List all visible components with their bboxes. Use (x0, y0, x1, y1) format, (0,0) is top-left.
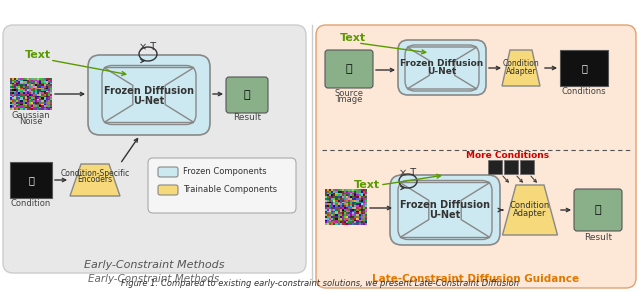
Polygon shape (104, 67, 194, 122)
FancyBboxPatch shape (88, 55, 210, 135)
FancyBboxPatch shape (574, 189, 622, 231)
Text: Figure 1: Compared to existing early-constraint solutions, we present Late-Const: Figure 1: Compared to existing early-con… (121, 279, 519, 288)
Bar (10, 162, 52, 198)
FancyBboxPatch shape (316, 25, 636, 288)
Text: Adapter: Adapter (506, 67, 536, 76)
Text: × T: × T (140, 42, 157, 52)
Text: Condition-Specific: Condition-Specific (60, 168, 130, 178)
Text: 🐘: 🐘 (244, 90, 250, 100)
Polygon shape (407, 47, 477, 89)
FancyBboxPatch shape (226, 77, 268, 113)
FancyBboxPatch shape (158, 167, 178, 177)
Text: Frozen Diffusion: Frozen Diffusion (104, 86, 194, 96)
FancyBboxPatch shape (390, 175, 500, 245)
FancyBboxPatch shape (148, 158, 296, 213)
Text: Trainable Components: Trainable Components (183, 185, 277, 195)
Polygon shape (70, 164, 120, 196)
Text: 🐘: 🐘 (28, 175, 34, 185)
Polygon shape (400, 183, 490, 238)
Bar (520, 160, 534, 174)
Text: × T: × T (399, 168, 417, 178)
Text: Adapter: Adapter (513, 209, 547, 219)
Text: Condition: Condition (502, 59, 540, 67)
Polygon shape (502, 50, 540, 86)
Text: U-Net: U-Net (428, 67, 456, 76)
Text: Condition: Condition (510, 200, 550, 209)
Text: Noise: Noise (19, 117, 43, 125)
Text: Late-Constraint Diffusion Guidance: Late-Constraint Diffusion Guidance (372, 274, 580, 284)
Polygon shape (502, 185, 557, 235)
FancyBboxPatch shape (158, 185, 178, 195)
Text: 🐘: 🐘 (595, 205, 602, 215)
Bar (504, 160, 518, 174)
Text: U-Net: U-Net (429, 210, 461, 220)
Text: Early-Constraint Methods: Early-Constraint Methods (88, 274, 220, 284)
Text: Frozen Diffusion: Frozen Diffusion (401, 59, 484, 69)
Text: 🐘: 🐘 (346, 64, 352, 74)
FancyBboxPatch shape (3, 25, 306, 273)
Text: Condition: Condition (11, 198, 51, 207)
Text: 🐘: 🐘 (581, 63, 587, 73)
Text: Text: Text (340, 33, 366, 43)
Text: Frozen Diffusion: Frozen Diffusion (400, 200, 490, 210)
Text: Result: Result (584, 233, 612, 241)
Bar (488, 160, 502, 174)
FancyBboxPatch shape (325, 50, 373, 88)
Text: Result: Result (233, 113, 261, 122)
Text: Text: Text (25, 50, 51, 60)
Text: Frozen Components: Frozen Components (183, 168, 267, 176)
Text: Conditions: Conditions (562, 88, 606, 96)
Text: Image: Image (336, 95, 362, 103)
Text: Encoders: Encoders (77, 176, 113, 185)
Text: Source: Source (335, 88, 364, 98)
Text: More Conditions: More Conditions (467, 151, 550, 159)
Text: Text: Text (354, 180, 380, 190)
Text: U-Net: U-Net (133, 96, 164, 106)
Text: Early-Constraint Methods: Early-Constraint Methods (84, 260, 224, 270)
Text: Gaussian: Gaussian (12, 110, 51, 120)
Bar (560, 50, 608, 86)
FancyBboxPatch shape (398, 40, 486, 95)
